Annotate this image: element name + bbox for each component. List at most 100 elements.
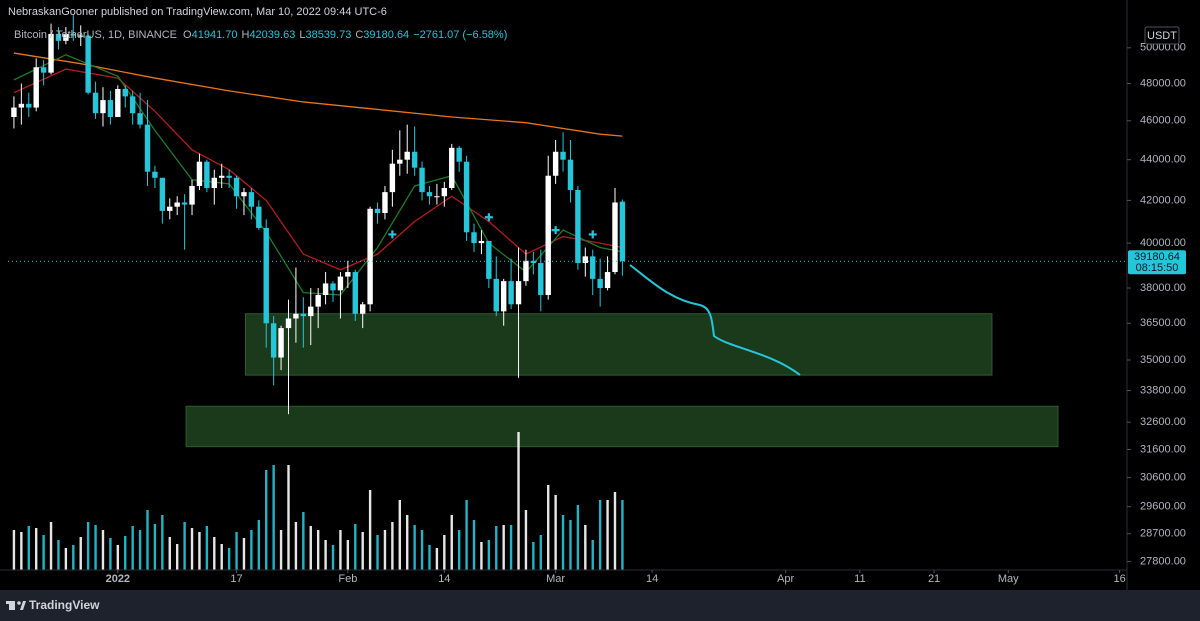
candle-body [575, 190, 581, 264]
projection-path [629, 264, 801, 376]
candle-body [300, 313, 307, 317]
currency-box[interactable] [1144, 26, 1180, 45]
brand: TradingView [29, 598, 100, 612]
candle-body [174, 202, 180, 207]
y-tick-label: 31600.00 [1140, 443, 1186, 455]
volume-bar [354, 524, 357, 570]
x-tick-label: 11 [854, 573, 865, 585]
candle-body [26, 103, 32, 108]
volume-bar [279, 530, 283, 570]
ohlc-value: 41941.70 [192, 29, 238, 41]
y-tick-label: 30600.00 [1140, 472, 1186, 484]
volume-bar [413, 525, 416, 570]
candle-body [270, 323, 277, 358]
candle-body [11, 107, 17, 117]
candle-body [63, 33, 69, 41]
volume-bar [606, 500, 609, 570]
volume-bar [621, 500, 624, 570]
volume-bar [265, 470, 268, 570]
volume-bar [450, 515, 453, 570]
candle-body [359, 304, 366, 314]
candle-body [315, 294, 321, 307]
candle-body [560, 151, 566, 160]
volume-bar [376, 535, 379, 570]
candle-body [397, 159, 403, 164]
candle-body [196, 161, 203, 186]
ohlc-value: 38539.73 [305, 29, 351, 41]
candle-body [107, 100, 114, 117]
candle-body [434, 196, 440, 198]
candle-body [604, 272, 611, 289]
ohlc-value: 42039.63 [249, 29, 295, 41]
candle-body [70, 33, 76, 36]
candle-body [48, 33, 54, 73]
candle-body [322, 283, 329, 295]
candle-body [293, 313, 299, 319]
volume-bar [435, 548, 439, 570]
volume-bar [309, 526, 312, 570]
candle-body [233, 177, 240, 197]
volume-bar [213, 537, 216, 570]
marker [551, 226, 560, 235]
marker [388, 230, 397, 239]
candle-body [115, 89, 121, 117]
candle-body [181, 202, 188, 205]
x-tick-label: Feb [338, 573, 357, 585]
volume-bar [220, 544, 223, 570]
x-tick-label: 16 [1113, 573, 1125, 585]
x-tick-label: May [998, 573, 1019, 585]
candle-body [55, 33, 62, 41]
candle-body [256, 206, 262, 228]
volume-pane [12, 432, 624, 570]
volume-bar [168, 537, 171, 570]
volume-bar [235, 532, 238, 570]
candle-body [419, 167, 425, 193]
x-tick-label: Apr [777, 573, 794, 585]
y-tick-label: 38000.00 [1140, 282, 1186, 294]
y-tick-label: 36500.00 [1140, 317, 1186, 329]
volume-bar [72, 545, 75, 570]
y-tick-label: 27800.00 [1140, 556, 1186, 568]
volume-bar [153, 524, 157, 570]
candle-body [449, 147, 455, 188]
volume-bar [124, 536, 127, 570]
candle-body [389, 163, 396, 193]
y-tick-label: 29600.00 [1140, 501, 1186, 513]
volume-bar [138, 530, 142, 570]
volume-bar [57, 540, 60, 570]
candle-body [100, 100, 106, 114]
candle-body [567, 159, 574, 191]
volume-bar [190, 528, 194, 570]
candle-body [456, 147, 462, 162]
candle-body [352, 272, 358, 314]
volume-bar [613, 492, 617, 570]
candle-body [345, 272, 351, 277]
ohlc-key: O [183, 29, 192, 41]
candle-body [137, 113, 143, 125]
volume-bar [116, 545, 120, 570]
y-tick-label: 32600.00 [1140, 416, 1186, 428]
volume-bar [472, 520, 476, 570]
y-tick-label: 50000.00 [1140, 42, 1186, 54]
candle-body [278, 328, 284, 358]
ohlc-key: H [241, 29, 249, 41]
volume-bar [502, 525, 505, 570]
volume-bar [49, 522, 53, 570]
volume-bar [294, 522, 298, 570]
candle-body [159, 177, 166, 211]
candle-body [441, 187, 448, 197]
candle-body [337, 276, 344, 291]
ohlc-key: L [299, 29, 305, 41]
volume-bar [42, 535, 45, 570]
marker [484, 213, 493, 222]
volume-bar [272, 465, 275, 570]
ohlc-value: 39180.64 [363, 29, 409, 41]
candles [11, 15, 626, 415]
x-tick-label: 14 [646, 573, 658, 585]
brand-logo [6, 601, 26, 610]
volume-bar [539, 535, 542, 570]
y-tick-label: 40000.00 [1140, 237, 1186, 249]
volume-bar [205, 526, 209, 570]
volume-bar [576, 505, 580, 570]
candle-body [619, 201, 626, 262]
